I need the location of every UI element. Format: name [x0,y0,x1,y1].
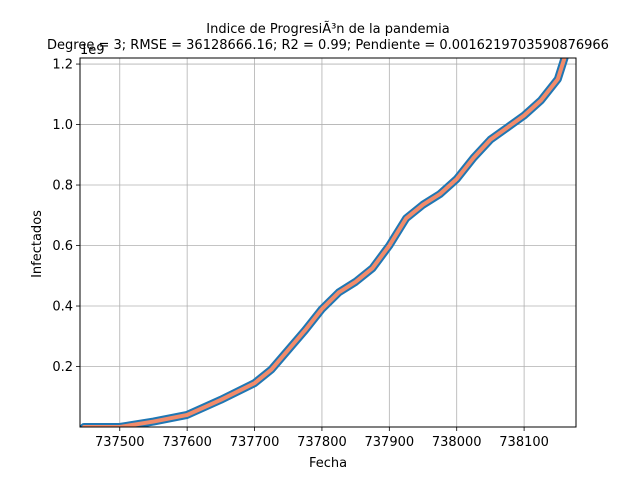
y-tick-label: 1.0 [52,118,73,133]
x-tick-label: 737700 [230,435,280,450]
x-tick-label: 737500 [95,435,145,450]
x-tick-label: 737600 [162,435,212,450]
chart-title: Indice de ProgresiÃ³n de la pandemia [206,21,449,37]
series-fit-line [82,58,567,427]
ticks: 737500 737600 737700 737800 737900 738000 7381… [52,58,549,450]
y-tick-label: 0.4 [52,300,73,315]
x-tick-label: 737900 [365,435,415,450]
chart-subtitle: Degree = 3; RMSE = 36128666.16; R2 = 0.9… [47,38,609,53]
x-axis-label: Fecha [309,456,347,471]
y-offset-label: 1e9 [80,43,105,58]
series-layer [80,58,569,427]
y-tick-label: 0.6 [52,239,73,254]
x-tick-label: 738000 [432,435,482,450]
y-tick-label: 0.8 [52,179,73,194]
plot-frame [79,57,577,428]
y-tick-label: 1.2 [52,58,73,73]
y-tick-label: 0.2 [52,360,73,375]
x-tick-label: 738100 [499,435,549,450]
x-tick-label: 737800 [297,435,347,450]
y-axis-label: Infectados [30,210,45,278]
